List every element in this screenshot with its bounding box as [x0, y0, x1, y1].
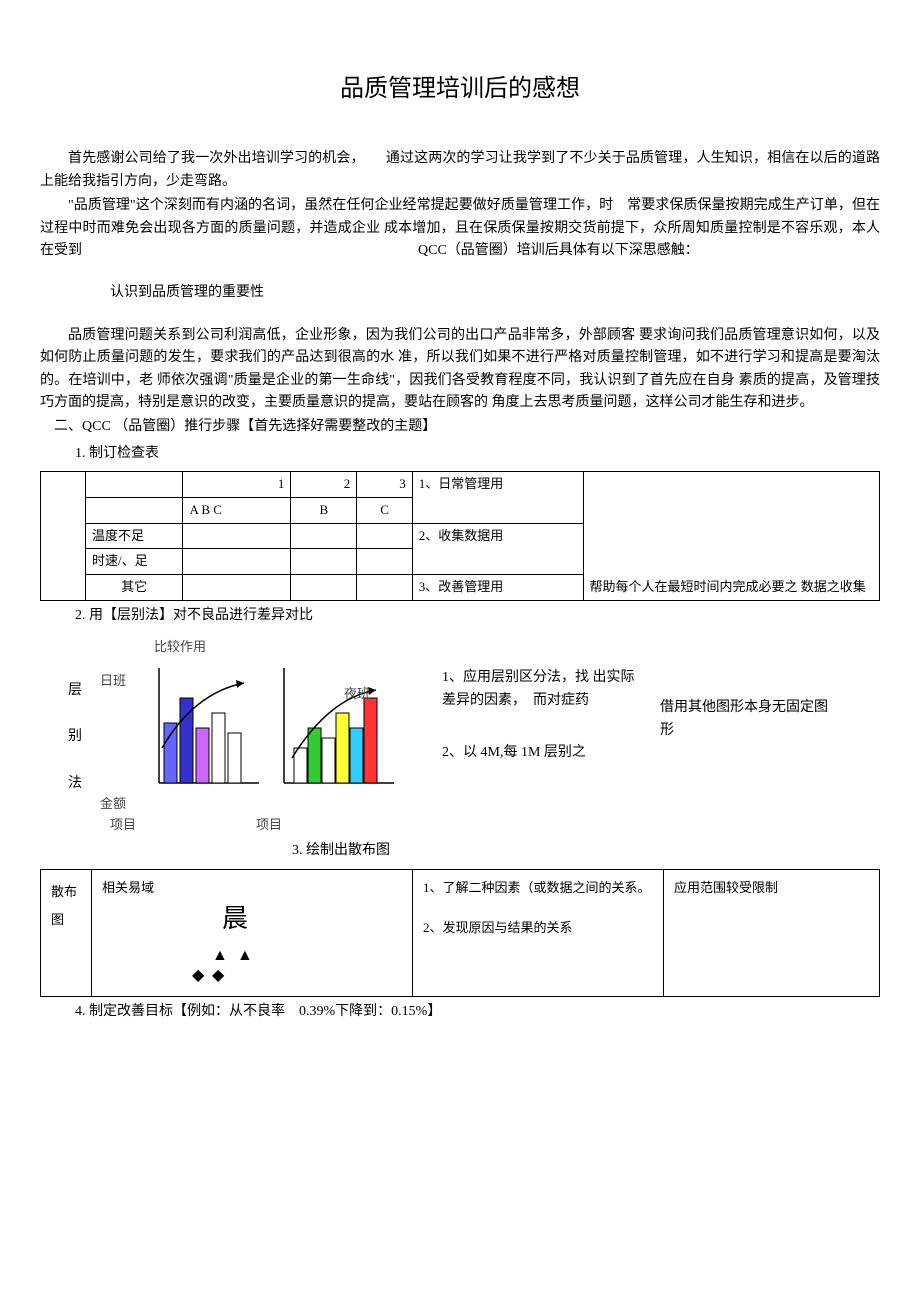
scatter-area-label: 相关易域: [102, 878, 402, 899]
row-speed: 时速/、足: [86, 549, 183, 575]
col-1: 1: [183, 472, 291, 498]
row-temp: 温度不足: [86, 523, 183, 549]
section-2-heading: 二、QCC （品管圈）推行步骤【首先选择好需要整改的主题】: [40, 416, 880, 438]
vlabel-1: 别: [68, 726, 82, 748]
vlabel-2: 法: [68, 773, 82, 795]
svg-text:夜班: 夜班: [344, 686, 370, 701]
strat-e2: 2、以 4M,每 1M 层别之: [442, 742, 642, 764]
check-table: 1 2 3 1、日常管理用 帮助每个人在最短时间内完成必要之 数据之收集 A B…: [40, 471, 880, 601]
col-3: 3: [357, 472, 413, 498]
cell-abc: A B C: [183, 497, 291, 523]
cell-b: B: [291, 497, 357, 523]
scatter-note: 应用范围较受限制: [664, 869, 880, 997]
paragraph-qcc: "品质管理"这个深刻而有内涵的名词，虽然在任何企业经常提起要做好质量管理工作，时…: [40, 195, 880, 262]
check-note: 帮助每个人在最短时间内完成必要之 数据之收集: [583, 472, 879, 601]
step-1-heading: 1. 制订检查表: [40, 443, 880, 465]
scatter-marker: ◆: [212, 963, 224, 989]
step-3-heading: 3. 绘制出散布图: [40, 840, 880, 862]
scatter-marker: ◆: [192, 963, 204, 989]
page-title: 品质管理培训后的感想: [40, 70, 880, 108]
ylabel-amount: 金额: [100, 797, 126, 811]
scatter-e2: 2、发现原因与结果的关系: [423, 918, 653, 939]
xaxis-2: 项目: [256, 815, 282, 836]
strat-chart-column: 比较作用 夜班: [144, 637, 424, 796]
scatter-vlabel: 散布图: [41, 869, 92, 997]
xaxis-1: 项目: [110, 815, 136, 836]
section-1-heading: 认识到品质管理的重要性: [40, 282, 880, 304]
paragraph-intro: 首先感谢公司给了我一次外出培训学习的机会， 通过这两次的学习让我学到了不少关于品…: [40, 148, 880, 193]
scatter-morning: 晨: [222, 898, 248, 940]
ylabel-day: 日班: [100, 671, 126, 692]
paragraph-importance: 品质管理问题关系到公司利润高低，企业形象，因为我们公司的出口产品非常多，外部顾客…: [40, 325, 880, 415]
col-2: 2: [291, 472, 357, 498]
use-3: 3、改善管理用: [412, 575, 583, 601]
strat-vlabel: 层 别 法: [68, 637, 82, 807]
cell-c: C: [357, 497, 413, 523]
stratification-chart: 夜班: [144, 658, 404, 788]
scatter-plot: 晨 ▲ ▲ ◆ ◆: [102, 898, 302, 988]
stratification-block: 层 别 法 日班 金额 比较作用 夜班 1、应用层别区分法，找 出实际差异的因素…: [68, 637, 880, 811]
vlabel-0: 层: [68, 680, 82, 702]
strat-xaxis-row: 项目 项目: [110, 815, 880, 836]
strat-ylabels: 日班 金额: [100, 637, 126, 811]
step-4-heading: 4. 制定改善目标【例如：从不良率 0.39%下降到：0.15%】: [40, 1001, 880, 1023]
use-1: 1、日常管理用: [412, 472, 583, 524]
row-other: 其它: [86, 575, 183, 601]
strat-e1: 1、应用层别区分法，找 出实际差异的因素， 而对症药: [442, 667, 642, 712]
scatter-e1: 1、了解二种因素（或数据之间的关系。: [423, 878, 653, 899]
scatter-table: 散布图 相关易域 晨 ▲ ▲ ◆ ◆ 1、了解二种因素（或数据之间的关系。 2、…: [40, 869, 880, 998]
step-2-heading: 2. 用【层别法】对不良品进行差异对比: [40, 605, 880, 627]
chart-title: 比较作用: [154, 637, 424, 658]
strat-explain: 1、应用层别区分法，找 出实际差异的因素， 而对症药 2、以 4M,每 1M 层…: [442, 637, 642, 764]
scatter-marker: ▲: [237, 943, 253, 969]
strat-note: 借用其他图形本身无固定图形: [660, 637, 830, 742]
use-2: 2、收集数据用: [412, 523, 583, 575]
